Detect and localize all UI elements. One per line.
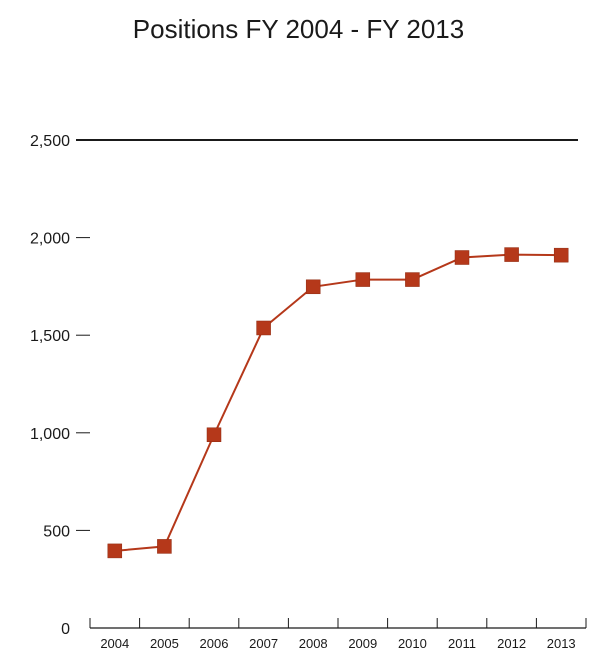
x-tick-label: 2010 — [398, 636, 427, 651]
data-point — [355, 272, 371, 287]
data-point — [405, 272, 420, 287]
x-tick-label: 2011 — [448, 636, 476, 651]
data-point — [206, 427, 222, 443]
x-tick-label: 2008 — [299, 636, 328, 651]
x-tick-label: 2012 — [497, 636, 526, 651]
series-layer — [107, 247, 569, 559]
x-tick-label: 2013 — [547, 636, 576, 651]
y-tick-label: 1,000 — [30, 426, 70, 443]
data-point — [107, 543, 123, 559]
y-tick-label: 2,000 — [30, 231, 70, 248]
data-point — [504, 247, 519, 262]
x-tick-label: 2007 — [249, 636, 278, 651]
x-tick-label: 2004 — [100, 636, 129, 651]
data-point — [157, 539, 172, 554]
series-line — [114, 253, 562, 552]
y-tick-label: 1,500 — [30, 328, 70, 345]
chart-title: Positions FY 2004 - FY 2013 — [132, 14, 465, 44]
y-axis: 0 500 1,000 1,500 2,000 2,500 — [30, 133, 578, 638]
y-tick-label: 500 — [43, 523, 70, 540]
data-point — [256, 320, 271, 336]
x-tick-label: 2006 — [200, 636, 229, 651]
y-tick-label: 2,500 — [30, 133, 70, 150]
data-point — [553, 247, 569, 263]
x-tick-label: 2005 — [150, 636, 179, 651]
x-axis: 2004 2005 2006 2007 2008 2009 2010 2011 2012 2013 — [89, 618, 587, 651]
data-point — [305, 279, 321, 295]
x-tick-label: 2009 — [348, 636, 377, 651]
y-tick-label: 0 — [61, 621, 70, 638]
data-point — [454, 250, 470, 265]
